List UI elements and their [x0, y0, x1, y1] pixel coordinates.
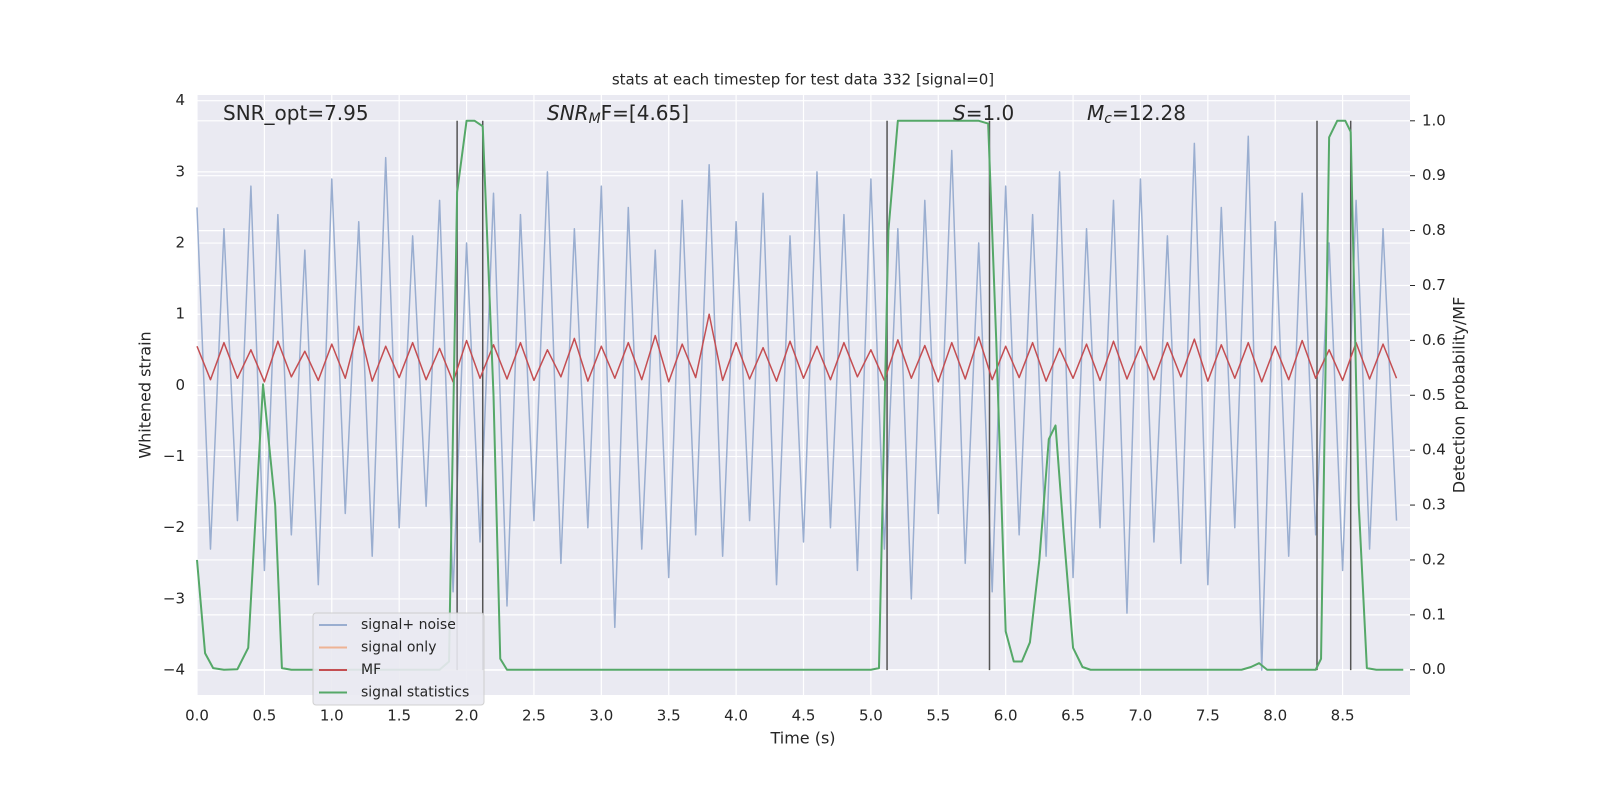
legend-label: signal only: [361, 640, 436, 656]
annotation-text: M: [1087, 101, 1104, 125]
y-tick-label: −1: [163, 447, 185, 465]
x-tick-label: 0.5: [252, 707, 276, 725]
y2-tick-label: 1.0: [1422, 111, 1446, 129]
x-tick-label: 8.5: [1331, 707, 1355, 725]
y-tick-label: 2: [175, 234, 185, 252]
y-tick-label: 4: [175, 91, 185, 109]
series-line: [196, 313, 1398, 383]
y2-tick-label: 0.8: [1422, 221, 1446, 239]
x-tick-label: 7.5: [1196, 707, 1220, 725]
x-tick-label: 7.0: [1129, 707, 1153, 725]
y2-tick-label: 0.4: [1422, 441, 1446, 459]
y-axis-label: Whitened strain: [136, 331, 155, 458]
annotation-text: SNR: [547, 101, 589, 125]
series-line: [196, 119, 1404, 671]
y2-axis-label: Detection probability/MF: [1450, 297, 1469, 494]
axes: 0.0 0.5 1.0 1.5 2.0 2.5 3.0 3.5 4.0 4.5 5.0 5.5 6.0 6…: [163, 91, 1446, 724]
annotation-text: =1.0: [966, 101, 1015, 125]
y-tick-label: 1: [175, 305, 185, 323]
y-tick-label: −3: [163, 589, 185, 607]
annotation-subscript: c: [1104, 111, 1112, 127]
x-tick-label: 1.5: [387, 707, 411, 725]
legend-label: MF: [361, 662, 381, 678]
y-tick-label: 3: [175, 162, 185, 180]
annotation-text: =12.28: [1112, 101, 1186, 125]
annotation-text: SNR_opt=7.95: [223, 101, 369, 125]
x-axis-label: Time (s): [769, 729, 835, 748]
y2-tick-label: 0.6: [1422, 331, 1446, 349]
x-tick-label: 2.0: [455, 707, 479, 725]
x-tick-label: 2.5: [522, 707, 546, 725]
series-line: [196, 135, 1398, 671]
x-tick-label: 0.0: [185, 707, 209, 725]
x-tick-label: 1.0: [320, 707, 344, 725]
legend-label: signal statistics: [361, 685, 469, 701]
annotation: SNR_opt=7.95: [223, 101, 369, 125]
x-tick-label: 3.5: [657, 707, 681, 725]
annotation: Mc=12.28: [1087, 101, 1186, 128]
x-tick-label: 8.0: [1263, 707, 1287, 725]
x-tick-label: 6.5: [1061, 707, 1085, 725]
legend-label: signal+ noise: [361, 617, 456, 633]
annotation: SNRMF=[4.65]: [547, 101, 689, 128]
y-tick-label: −4: [163, 661, 185, 679]
y-tick-label: −2: [163, 518, 185, 536]
y-tick-label: 0: [175, 376, 185, 394]
y2-tick-label: 0.7: [1422, 276, 1446, 294]
annotation-text: S: [953, 101, 966, 125]
x-tick-label: 3.0: [589, 707, 613, 725]
x-tick-label: 5.5: [926, 707, 950, 725]
y2-tick-label: 0.1: [1422, 605, 1446, 623]
chart-title: stats at each timestep for test data 332…: [612, 71, 994, 89]
x-tick-label: 4.0: [724, 707, 748, 725]
legend: signal+ noise signal only MF signal statist…: [312, 612, 485, 706]
y2-tick-label: 0.5: [1422, 386, 1446, 404]
x-tick-label: 6.0: [994, 707, 1018, 725]
y2-tick-label: 0.0: [1422, 660, 1446, 678]
y2-tick-label: 0.3: [1422, 496, 1446, 514]
x-tick-label: 4.5: [792, 707, 816, 725]
annotation: S=1.0: [953, 101, 1014, 125]
legend-box: [312, 612, 485, 706]
x-tick-label: 5.0: [859, 707, 883, 725]
y2-tick-label: 0.2: [1422, 550, 1446, 568]
annotation-text: F=[4.65]: [601, 101, 689, 125]
y2-tick-label: 0.9: [1422, 166, 1446, 184]
marks: [196, 119, 1404, 671]
annotation-subscript: M: [589, 111, 601, 127]
